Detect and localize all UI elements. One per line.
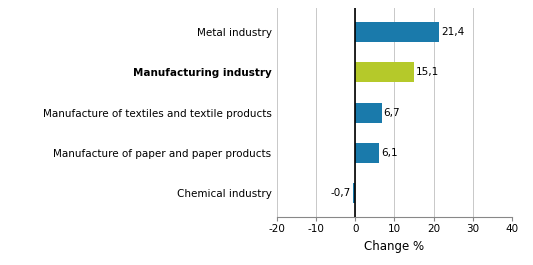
Bar [356, 103, 382, 123]
Bar [356, 62, 414, 82]
X-axis label: Change %: Change % [365, 240, 424, 253]
Bar [356, 22, 439, 42]
Text: 6,1: 6,1 [381, 148, 398, 158]
Bar [353, 183, 356, 203]
Text: 6,7: 6,7 [383, 108, 400, 118]
Bar [356, 143, 379, 163]
Text: -0,7: -0,7 [330, 188, 351, 198]
Text: 15,1: 15,1 [416, 67, 440, 77]
Text: 21,4: 21,4 [441, 27, 464, 37]
